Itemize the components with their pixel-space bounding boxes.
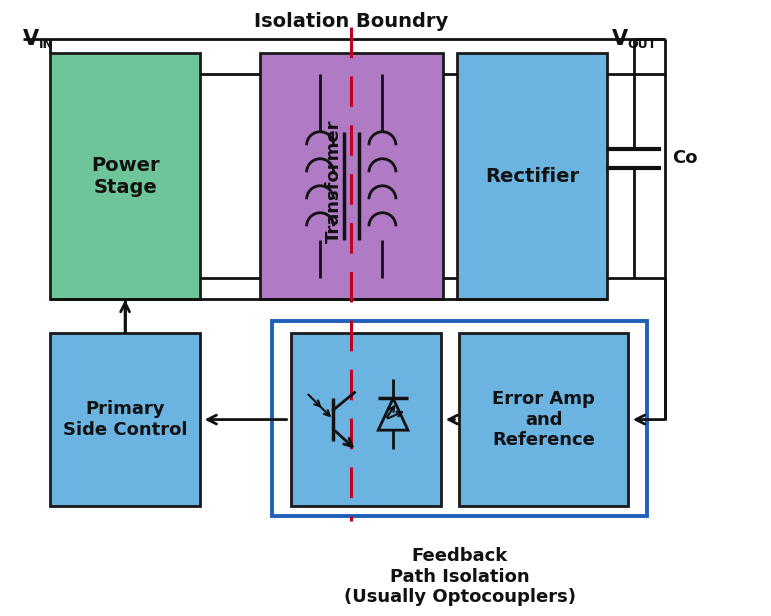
- Text: Power
Stage: Power Stage: [91, 155, 160, 197]
- Text: Rectifier: Rectifier: [485, 166, 579, 185]
- Bar: [260, 53, 443, 299]
- Bar: [291, 333, 441, 506]
- Bar: [460, 333, 628, 506]
- Bar: [50, 333, 200, 506]
- Text: Transformer: Transformer: [325, 119, 343, 243]
- Text: Feedback
Path Isolation
(Usually Optocouplers): Feedback Path Isolation (Usually Optocou…: [344, 547, 576, 607]
- Text: Co: Co: [672, 149, 698, 167]
- Text: Error Amp
and
Reference: Error Amp and Reference: [492, 390, 595, 449]
- Bar: [50, 53, 200, 299]
- Text: Primary
Side Control: Primary Side Control: [62, 400, 187, 439]
- Text: V: V: [23, 28, 39, 49]
- Bar: [457, 53, 607, 299]
- Text: OUT: OUT: [627, 38, 656, 51]
- Bar: [272, 321, 648, 516]
- Text: IN: IN: [39, 38, 54, 51]
- Text: V: V: [611, 28, 628, 49]
- Text: Isolation Boundry: Isolation Boundry: [254, 12, 449, 31]
